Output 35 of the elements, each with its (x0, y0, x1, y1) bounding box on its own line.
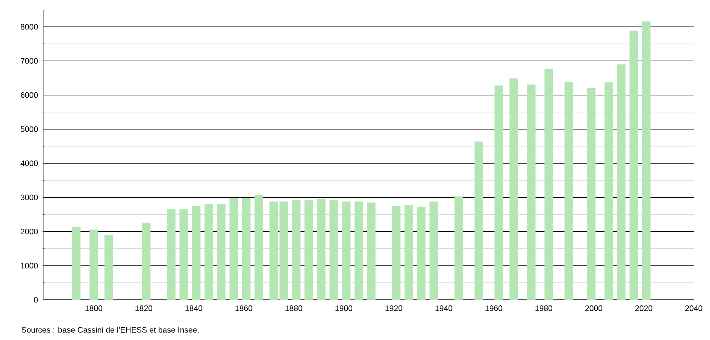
bar (430, 202, 438, 300)
bar (630, 30, 638, 300)
bar (527, 84, 536, 300)
bar (617, 64, 626, 300)
bar (417, 206, 426, 300)
bar (317, 199, 326, 300)
bar (72, 227, 81, 300)
bar (104, 236, 114, 300)
bar (292, 200, 301, 300)
bar (367, 202, 376, 300)
bar (494, 86, 504, 300)
bar (604, 82, 614, 300)
bar (242, 198, 251, 300)
bar (342, 202, 351, 300)
bar (304, 200, 314, 300)
bar (392, 206, 401, 300)
bar (404, 205, 414, 300)
bar (474, 142, 484, 300)
bar (192, 206, 201, 300)
bar (330, 200, 338, 300)
bar (142, 222, 151, 300)
bar (454, 196, 464, 300)
bar (354, 202, 364, 300)
bar (167, 210, 176, 300)
bar (204, 204, 214, 300)
bar (217, 204, 226, 300)
bar (587, 88, 596, 300)
bar (254, 195, 264, 300)
bar (230, 198, 238, 300)
bar (642, 22, 651, 300)
bar (180, 210, 188, 300)
bar (90, 230, 98, 300)
bar (544, 69, 554, 300)
bar (510, 78, 518, 300)
bar (564, 82, 574, 300)
